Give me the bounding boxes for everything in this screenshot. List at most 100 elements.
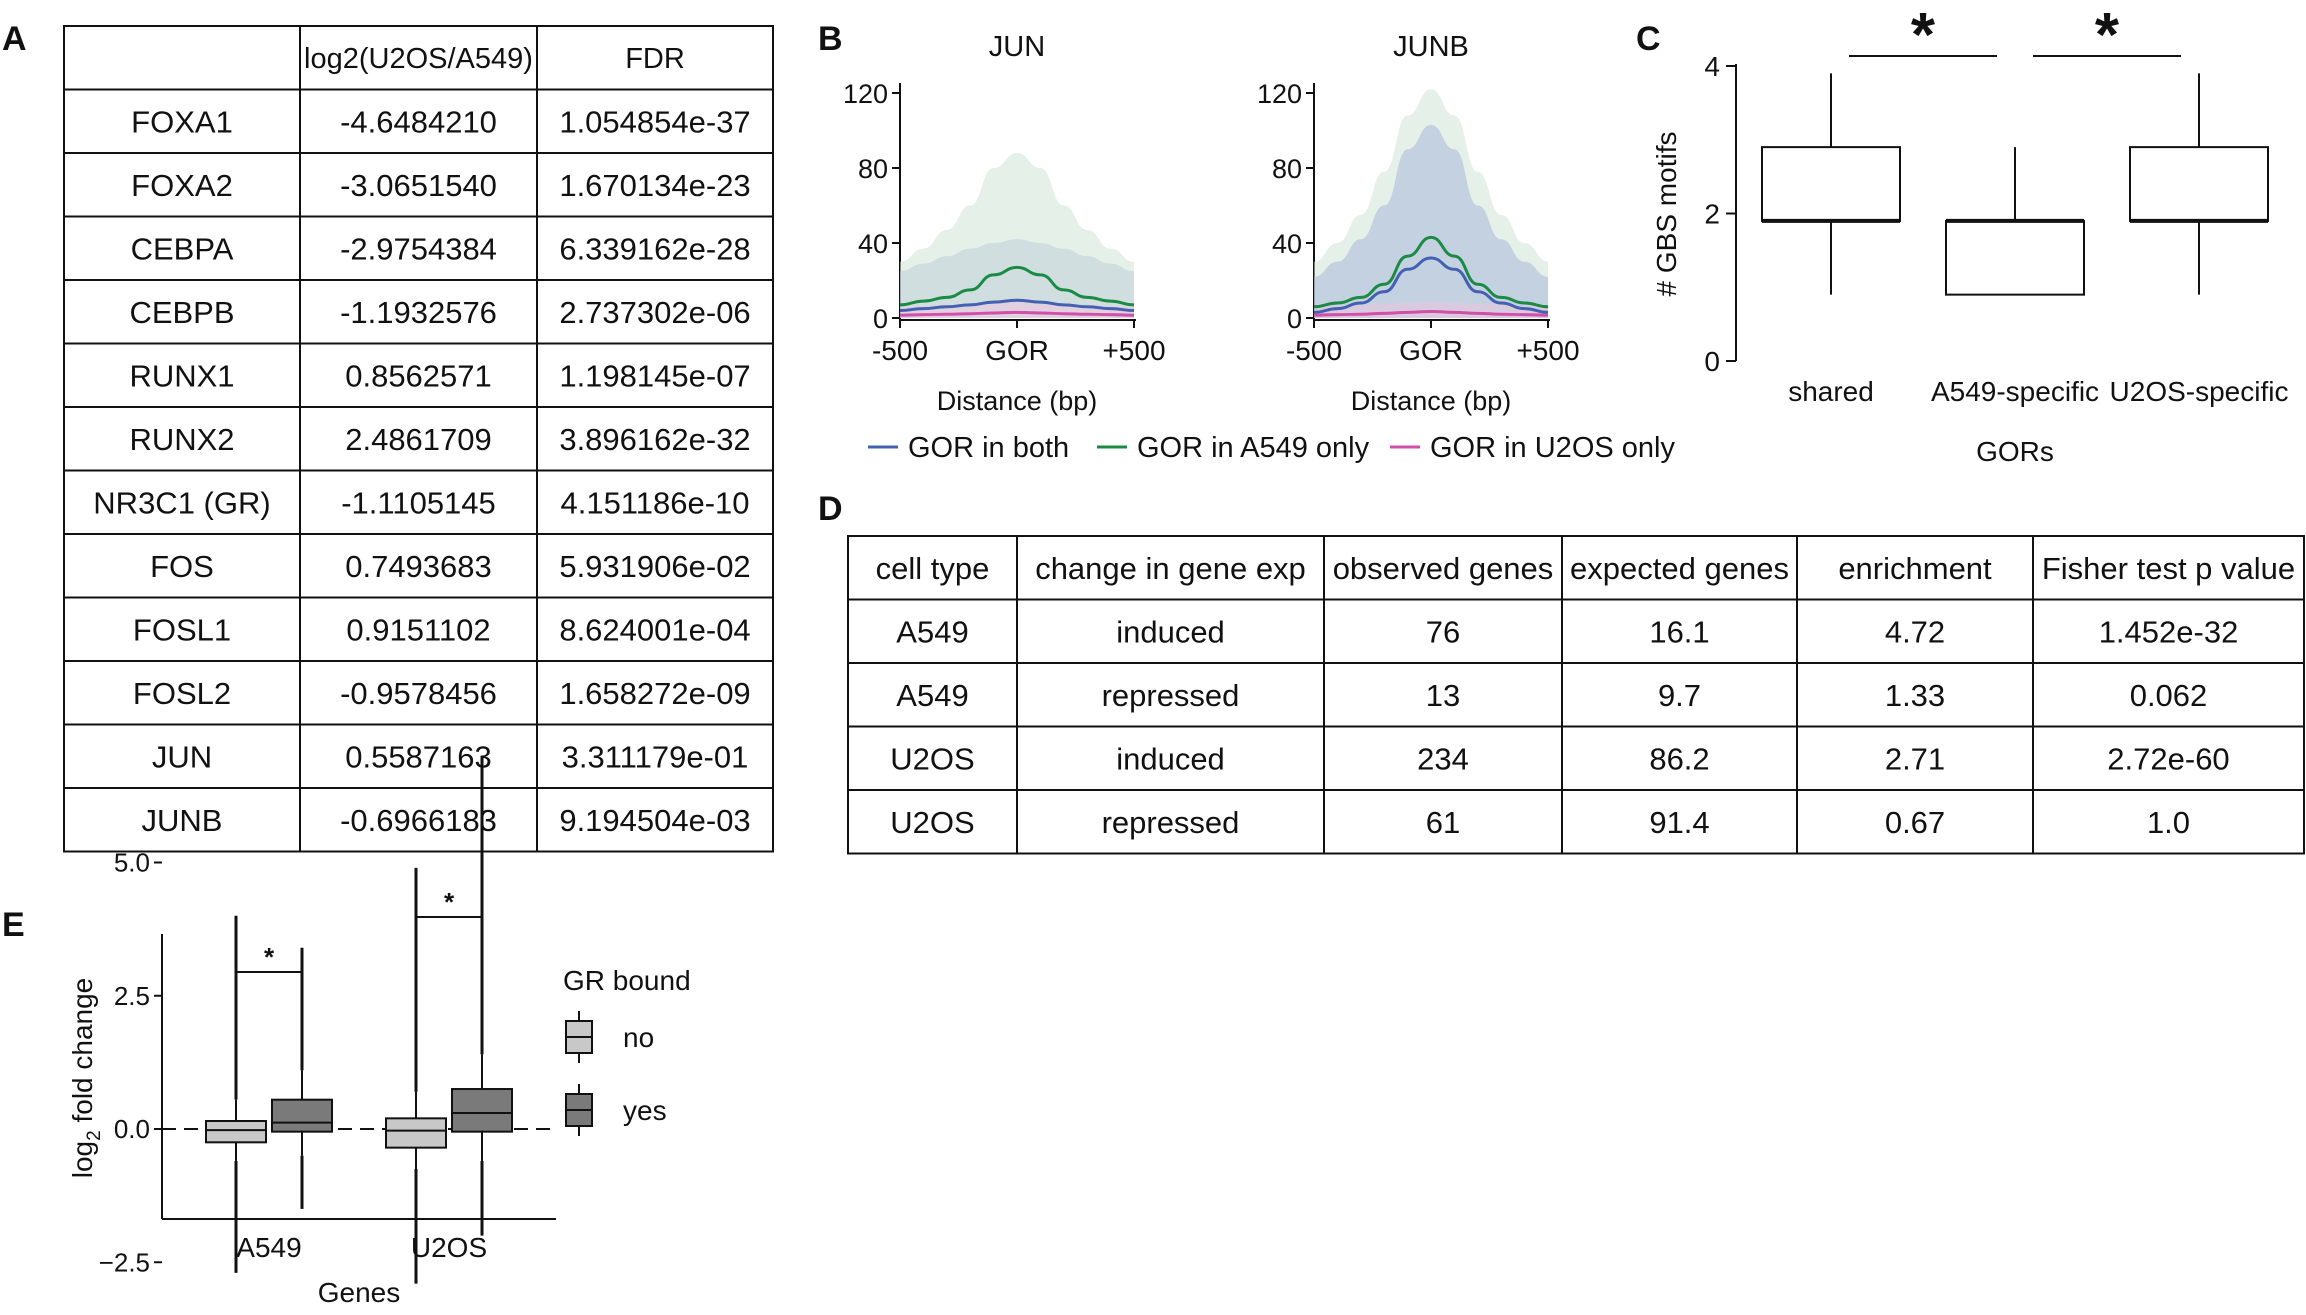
table-d-cell: U2OS bbox=[890, 741, 974, 776]
panel-label-a: A bbox=[2, 20, 27, 58]
profile-y-tick-label: 80 bbox=[1272, 154, 1302, 184]
profile-y-tick-label: 0 bbox=[873, 304, 888, 334]
profile-y-tick-label: 40 bbox=[858, 229, 888, 259]
gbs-box bbox=[1945, 219, 2085, 296]
table-a-cell: 9.194504e-03 bbox=[559, 803, 750, 838]
table-d-cell: 61 bbox=[1426, 805, 1460, 840]
profile-title-jun: JUN bbox=[989, 31, 1045, 63]
table-d-cell: 13 bbox=[1426, 678, 1460, 713]
table-d-cell: 2.72e-60 bbox=[2107, 741, 2229, 776]
fc-y-tick-label: −2.5 bbox=[99, 1247, 150, 1277]
table-a-cell: FOS bbox=[150, 549, 214, 584]
table-d-cell: 0.67 bbox=[1885, 805, 1945, 840]
profile-y-tick-label: 120 bbox=[1257, 79, 1302, 109]
profile-x-tick-label: GOR bbox=[985, 335, 1049, 366]
table-a-cell: JUNB bbox=[142, 803, 223, 838]
fc-x-label: Genes bbox=[318, 1277, 401, 1308]
profile-y-tick-label: 80 bbox=[858, 154, 888, 184]
mean-line-gor-in-u2os-only bbox=[899, 310, 1135, 317]
table-a-cell: -4.6484210 bbox=[340, 104, 497, 139]
profile-x-tick-label: +500 bbox=[1102, 335, 1165, 366]
table-a-cell: 1.658272e-09 bbox=[559, 676, 750, 711]
table-d-cell: 16.1 bbox=[1649, 614, 1709, 649]
mean-line-gor-in-both bbox=[899, 298, 1135, 312]
fc-y-tick-label: 0.0 bbox=[114, 1114, 150, 1144]
fc-sig-star: * bbox=[264, 942, 275, 972]
table-a-cell: FOSL1 bbox=[133, 612, 231, 647]
table-d-cell: A549 bbox=[896, 678, 968, 713]
mean-line-gor-in-both bbox=[1313, 256, 1549, 314]
fc-y-tick-label: 2.5 bbox=[114, 981, 150, 1011]
table-a-cell: NR3C1 (GR) bbox=[93, 485, 270, 520]
table-d-header-0: cell type bbox=[876, 551, 990, 586]
gbs-box bbox=[1761, 146, 1901, 222]
fc-legend-label: no bbox=[623, 1022, 654, 1053]
table-a-cell: 2.4861709 bbox=[345, 422, 492, 457]
profile-title-junb: JUNB bbox=[1393, 31, 1469, 63]
table-a-cell: -3.0651540 bbox=[340, 168, 497, 203]
table-a-cell: 0.5587163 bbox=[345, 739, 492, 774]
gbs-box bbox=[2129, 146, 2269, 222]
gbs-x-label: GORs bbox=[1976, 436, 2054, 467]
table-d-cell: 0.062 bbox=[2130, 678, 2208, 713]
table-d-frame bbox=[847, 535, 2305, 855]
table-d-cell: 1.0 bbox=[2147, 805, 2190, 840]
gbs-sig-star: * bbox=[2095, 1, 2120, 70]
mean-line-gor-in-a549-only bbox=[899, 265, 1135, 307]
table-a-cell: CEBPB bbox=[129, 295, 234, 330]
table-d-cell: 86.2 bbox=[1649, 741, 1709, 776]
fc-category-label: A549 bbox=[236, 1232, 301, 1263]
table-d-header-1: change in gene exp bbox=[1035, 551, 1306, 586]
table-a-cell: -2.9754384 bbox=[340, 231, 497, 266]
table-a-cell: -0.6966183 bbox=[340, 803, 497, 838]
table-d-cell: 4.72 bbox=[1885, 614, 1945, 649]
table-d-cell: A549 bbox=[896, 614, 968, 649]
table-a-cell: 3.896162e-32 bbox=[559, 422, 750, 457]
table-a-cell: FOXA1 bbox=[131, 104, 233, 139]
fc-legend-title: GR bound bbox=[563, 965, 691, 996]
legend-label-2: GOR in U2OS only bbox=[1430, 432, 1675, 464]
panel-label-c: C bbox=[1636, 20, 1661, 58]
gbs-y-tick-label: 4 bbox=[1704, 51, 1720, 82]
table-a-cell: -1.1105145 bbox=[341, 485, 496, 520]
table-a-cell: FOSL2 bbox=[133, 676, 231, 711]
table-d-header-4: enrichment bbox=[1838, 551, 1992, 586]
table-a-cell: 8.624001e-04 bbox=[559, 612, 750, 647]
table-a-header-2: FDR bbox=[625, 43, 685, 75]
table-d-cell: 91.4 bbox=[1649, 805, 1709, 840]
band-gor-in-a549-only bbox=[900, 153, 1134, 318]
table-d-cell: 1.452e-32 bbox=[2099, 614, 2239, 649]
profile-y-tick-label: 0 bbox=[1287, 304, 1302, 334]
table-a-cell: RUNX1 bbox=[129, 358, 234, 393]
profile-x-tick-label: -500 bbox=[872, 335, 928, 366]
panel-label-d: D bbox=[818, 490, 843, 528]
gbs-category-label: A549-specific bbox=[1931, 376, 2099, 407]
legend-label-0: GOR in both bbox=[908, 432, 1069, 464]
mean-line-gor-in-u2os-only bbox=[1313, 309, 1549, 317]
gbs-sig-star: * bbox=[1911, 1, 1936, 70]
gbs-y-tick-label: 0 bbox=[1704, 346, 1720, 377]
table-d-cell: repressed bbox=[1102, 805, 1240, 840]
table-d-cell: 1.33 bbox=[1885, 678, 1945, 713]
table-d-cell: induced bbox=[1116, 614, 1225, 649]
panel-label-e: E bbox=[2, 906, 25, 944]
table-a-cell: JUN bbox=[152, 739, 212, 774]
table-d-cell: U2OS bbox=[890, 805, 974, 840]
fc-box bbox=[205, 1120, 267, 1144]
profile-x-tick-label: -500 bbox=[1286, 335, 1342, 366]
table-d-cell: induced bbox=[1116, 741, 1225, 776]
table-a-cell: RUNX2 bbox=[129, 422, 234, 457]
table-a-cell: -1.1932576 bbox=[340, 295, 497, 330]
table-a-cell: 1.670134e-23 bbox=[559, 168, 750, 203]
panel-label-b: B bbox=[818, 20, 843, 58]
fc-legend-label: yes bbox=[623, 1095, 667, 1126]
profile-x-label: Distance (bp) bbox=[1351, 386, 1512, 416]
table-d-cell: 9.7 bbox=[1658, 678, 1701, 713]
legend-label-1: GOR in A549 only bbox=[1137, 432, 1370, 464]
table-d-cell: repressed bbox=[1102, 678, 1240, 713]
gbs-category-label: U2OS-specific bbox=[2110, 376, 2289, 407]
band-gor-in-both bbox=[1314, 124, 1548, 318]
table-d-header-3: expected genes bbox=[1570, 551, 1789, 586]
profile-x-tick-label: GOR bbox=[1399, 335, 1463, 366]
